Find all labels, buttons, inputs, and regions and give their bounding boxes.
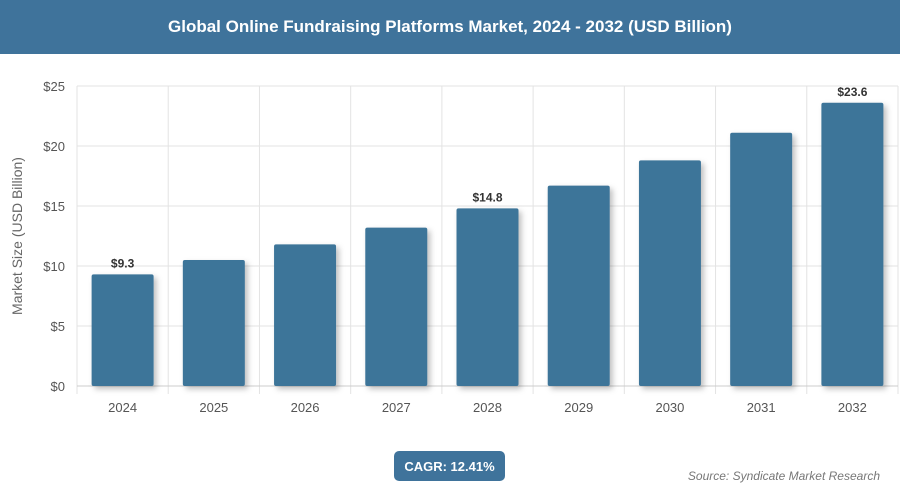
bar-2027 [365, 227, 428, 386]
x-tick-label: 2032 [838, 400, 867, 415]
data-label: $9.3 [111, 256, 135, 270]
bar-2025 [182, 260, 245, 386]
x-tick-label: 2028 [473, 400, 502, 415]
chart-title: Global Online Fundraising Platforms Mark… [0, 0, 900, 54]
x-tick-label: 2029 [564, 400, 593, 415]
x-tick-label: 2025 [199, 400, 228, 415]
source-text: Source: Syndicate Market Research [687, 469, 880, 483]
x-tick-label: 2030 [655, 400, 684, 415]
y-tick-label: $25 [43, 79, 65, 94]
bar-2029 [547, 185, 610, 386]
bar-2031 [730, 132, 793, 386]
y-axis-label: Market Size (USD Billion) [9, 157, 25, 315]
cagr-badge: CAGR: 12.41% [394, 451, 505, 481]
data-label: $23.6 [837, 85, 867, 99]
bar-2028 [456, 208, 519, 386]
y-tick-label: $5 [51, 319, 65, 334]
x-tick-label: 2031 [747, 400, 776, 415]
bar-chart: $0 $5 $10 $15 $20 $25 Market Size (USD Billion… [9, 79, 899, 415]
bar-2032 [821, 102, 884, 387]
bar-2026 [274, 244, 337, 386]
y-tick-label: $15 [43, 199, 65, 214]
bar-2030 [638, 160, 701, 386]
y-tick-label: $20 [43, 139, 65, 154]
y-tick-label: $10 [43, 259, 65, 274]
x-tick-label: 2024 [108, 400, 137, 415]
data-label: $14.8 [472, 190, 502, 204]
y-tick-label: $0 [51, 379, 65, 394]
bar-2024 [91, 274, 154, 386]
x-tick-label: 2026 [291, 400, 320, 415]
x-tick-label: 2027 [382, 400, 411, 415]
